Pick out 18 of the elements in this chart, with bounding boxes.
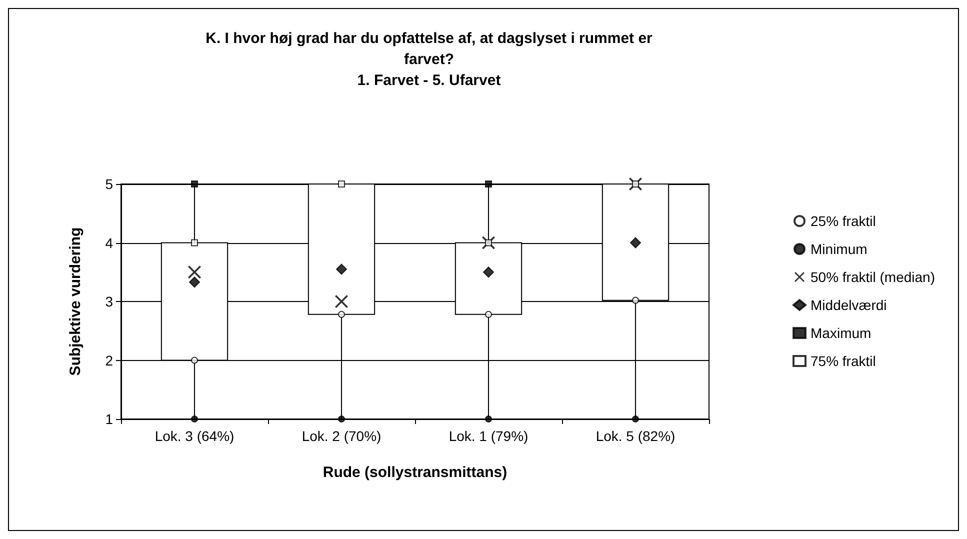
- legend-label: Minimum: [810, 241, 868, 257]
- y-axis-title: Subjektive vurdering: [67, 227, 84, 376]
- y-tick-label: 3: [105, 294, 114, 310]
- x-tick-label: Lok. 1 (79%): [448, 428, 528, 444]
- legend-label: Maximum: [810, 325, 872, 341]
- legend-label: Middelværdi: [810, 297, 887, 313]
- y-tick-label: 1: [105, 411, 114, 427]
- x-tick-label: Lok. 5 (82%): [596, 428, 676, 444]
- chart-title: K. I hvor høj grad har du opfattelse af, at dagslyset i rummet er farvet? 1. Farvet - 5. Ufarvet: [206, 30, 653, 89]
- y-tick-label: 4: [105, 234, 114, 251]
- y-tick-label: 2: [105, 352, 114, 368]
- x-tick-label: Lok. 3 (64%): [154, 428, 234, 444]
- legend-label: 75% fraktil: [810, 353, 876, 369]
- legend-label: 50% fraktil (median): [810, 269, 936, 285]
- legend-label: 25% fraktil: [810, 213, 876, 229]
- x-tick-label: Lok. 2 (70%): [302, 428, 382, 444]
- x-axis-title: Rude (sollystransmittans): [322, 464, 508, 481]
- y-tick-label: 5: [105, 176, 114, 192]
